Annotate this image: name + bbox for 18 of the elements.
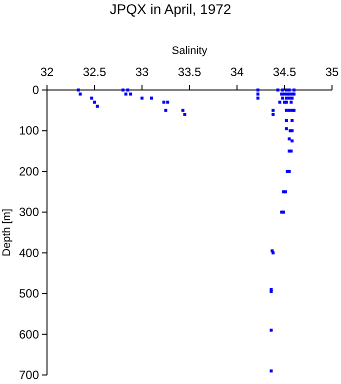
x-tick-label: 33.5	[178, 65, 202, 79]
y-tick-label: 700	[18, 368, 40, 382]
x-tick-label: 32	[40, 65, 54, 79]
x-tick-label: 34	[230, 65, 244, 79]
y-tick-label: 600	[18, 327, 40, 342]
x-tick-label: 34.5	[272, 65, 296, 79]
y-tick-label: 200	[18, 164, 40, 178]
chart-title: JPQX in April, 1972	[110, 1, 232, 17]
x-tick-label: 33	[135, 65, 149, 79]
y-tick-label: 500	[18, 286, 40, 301]
y-tick-label: 300	[18, 205, 40, 220]
x-tick-label: 32.5	[82, 65, 106, 79]
y-tick-label: 400	[18, 246, 40, 260]
x-axis-title: Salinity	[172, 45, 208, 57]
x-tick-label: 35	[325, 65, 339, 79]
y-tick-label: 100	[18, 124, 40, 138]
y-axis-title: Depth [m]	[1, 208, 13, 256]
y-tick-label: 0	[32, 83, 40, 97]
